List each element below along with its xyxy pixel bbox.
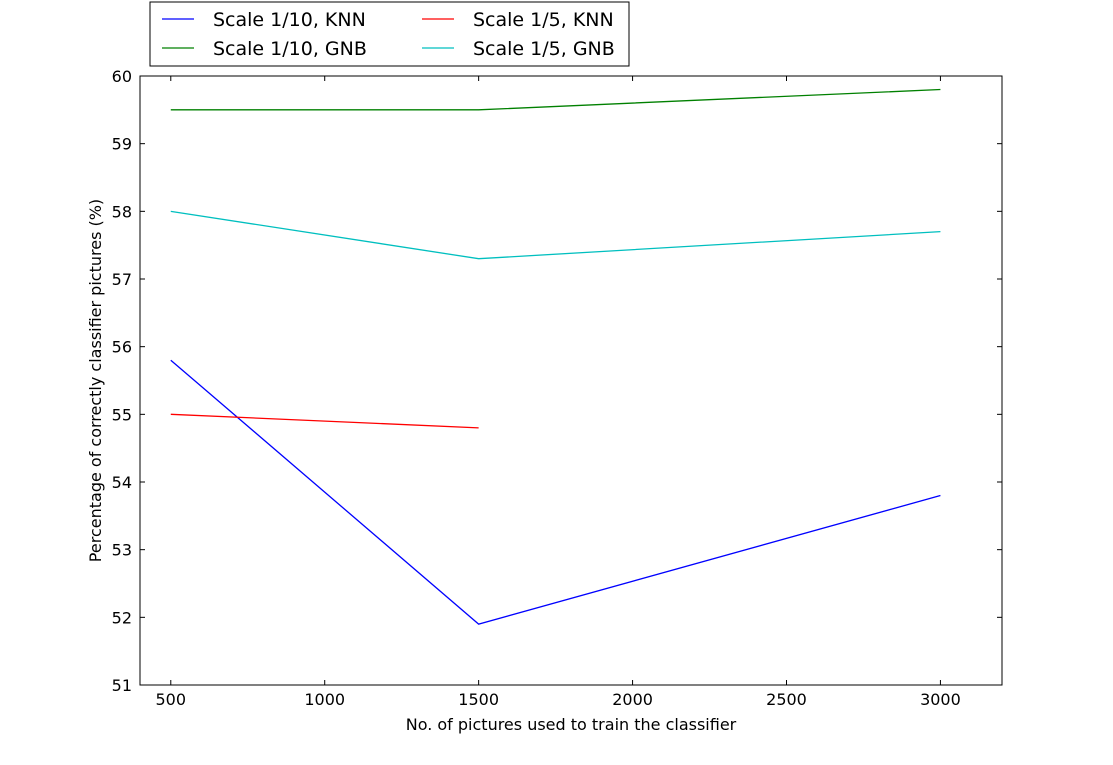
legend-label: Scale 1/10, KNN <box>213 9 366 31</box>
x-tick-label: 500 <box>156 690 187 709</box>
series-line-4 <box>170 210 941 260</box>
y-tick-label: 52 <box>112 608 132 627</box>
x-tick-label: 1500 <box>458 690 499 709</box>
y-axis: 51 52 53 54 55 56 57 58 59 60 <box>112 67 1002 695</box>
y-tick-label: 60 <box>112 67 132 86</box>
y-axis-label: Percentage of correctly classifier pictu… <box>86 199 105 562</box>
x-axis: 500 1000 1500 2000 2500 3000 <box>156 76 961 709</box>
y-tick-label: 57 <box>112 270 132 289</box>
series-line-3 <box>170 413 479 429</box>
y-tick-label: 54 <box>112 473 132 492</box>
x-tick-label: 1000 <box>304 690 345 709</box>
legend: Scale 1/10, KNN Scale 1/10, GNB Scale 1/5,… <box>149 1 630 67</box>
x-tick-label: 2000 <box>612 690 653 709</box>
legend-label: Scale 1/10, GNB <box>213 38 367 60</box>
x-axis-label: No. of pictures used to train the classi… <box>406 715 737 734</box>
legend-label: Scale 1/5, GNB <box>473 38 615 60</box>
legend-label: Scale 1/5, KNN <box>473 9 614 31</box>
x-tick-label: 3000 <box>920 690 961 709</box>
y-tick-label: 55 <box>112 405 132 424</box>
y-tick-label: 56 <box>112 338 132 357</box>
plot-frame <box>139 75 1003 686</box>
x-tick-label: 2500 <box>766 690 807 709</box>
y-tick-label: 51 <box>112 676 132 695</box>
legend-frame <box>149 1 630 67</box>
series-line-1 <box>170 359 941 625</box>
series-line-2 <box>170 88 941 111</box>
y-tick-label: 53 <box>112 541 132 560</box>
y-tick-label: 59 <box>112 135 132 154</box>
y-tick-label: 58 <box>112 202 132 221</box>
series-layer <box>170 88 941 625</box>
